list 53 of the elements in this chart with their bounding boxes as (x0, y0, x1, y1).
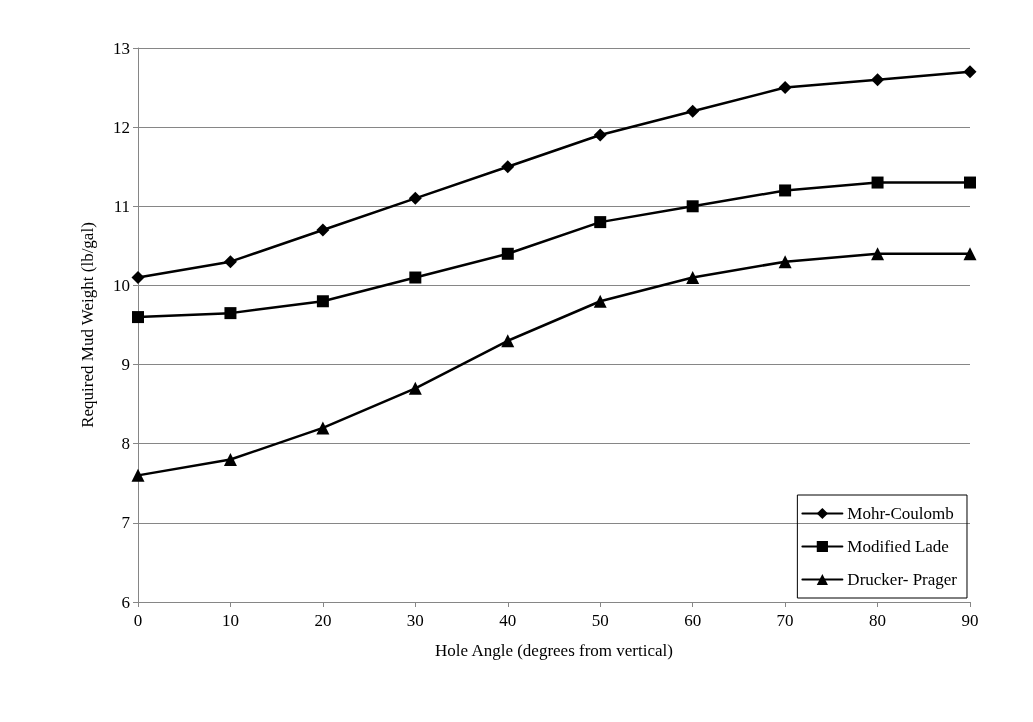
point (501, 334, 515, 348)
point (593, 294, 607, 308)
point (871, 73, 885, 87)
y-tick-label: 11 (113, 196, 130, 216)
point (686, 200, 699, 213)
point (316, 295, 329, 308)
y-tick-label: 7 (121, 513, 131, 533)
point (871, 176, 884, 189)
point (963, 65, 977, 79)
point (964, 176, 976, 189)
point (778, 81, 792, 95)
point (686, 271, 700, 285)
y-tick-label: 12 (113, 117, 130, 137)
legend-label: Modified Lade (847, 537, 949, 556)
x-tick-label: 60 (684, 611, 702, 630)
point (501, 247, 514, 260)
y-tick-label: 10 (113, 275, 130, 295)
point (779, 184, 792, 197)
legend-label: Mohr-Coulomb (847, 504, 954, 523)
point (963, 247, 977, 261)
point (223, 255, 237, 269)
x-tick-label: 10 (221, 611, 239, 630)
point (408, 191, 422, 205)
x-tick-label: 0 (133, 611, 143, 630)
point (131, 468, 145, 482)
point (409, 271, 422, 284)
y-tick-label: 8 (121, 434, 130, 454)
x-tick-label: 30 (406, 611, 424, 630)
x-axis-title: Hole Angle (degrees from vertical) (435, 641, 673, 660)
y-tick-label: 9 (121, 355, 130, 375)
point (224, 307, 237, 320)
point (131, 271, 145, 285)
point (501, 160, 515, 174)
point (686, 104, 700, 118)
point (778, 255, 792, 269)
x-tick-label: 40 (499, 611, 517, 630)
point (316, 223, 330, 237)
x-tick-label: 90 (961, 611, 979, 630)
point (871, 247, 885, 261)
x-tick-label: 70 (776, 611, 794, 630)
x-tick-label: 80 (869, 611, 887, 630)
point (132, 311, 144, 324)
y-tick-label: 6 (121, 592, 130, 612)
legend-label: Drucker- Prager (847, 570, 958, 589)
point (593, 128, 607, 142)
x-tick-label: 20 (314, 611, 332, 630)
point (408, 381, 422, 395)
point (223, 453, 237, 467)
y-axis-title: Required Mud Weight (lb/gal) (78, 222, 97, 428)
y-tick-label: 13 (113, 38, 130, 58)
point (316, 421, 330, 435)
point (594, 216, 607, 229)
x-tick-label: 50 (591, 611, 609, 630)
